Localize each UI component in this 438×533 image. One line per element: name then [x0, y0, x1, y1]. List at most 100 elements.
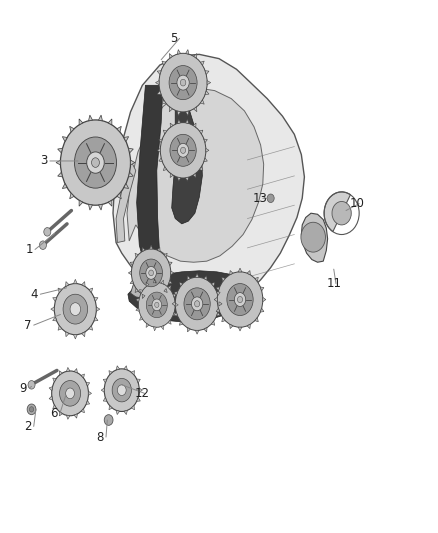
- Polygon shape: [201, 100, 204, 104]
- Polygon shape: [164, 288, 167, 293]
- Circle shape: [140, 259, 162, 287]
- Polygon shape: [157, 148, 160, 152]
- Polygon shape: [157, 91, 161, 94]
- Circle shape: [60, 381, 81, 406]
- Polygon shape: [161, 280, 164, 284]
- Polygon shape: [124, 410, 127, 415]
- Polygon shape: [162, 61, 166, 66]
- Polygon shape: [180, 282, 183, 287]
- Polygon shape: [99, 204, 102, 210]
- Polygon shape: [238, 327, 242, 331]
- Polygon shape: [171, 271, 174, 275]
- Polygon shape: [149, 297, 153, 301]
- Polygon shape: [103, 398, 107, 401]
- Polygon shape: [139, 289, 143, 293]
- Polygon shape: [169, 262, 172, 265]
- Text: 11: 11: [326, 277, 341, 290]
- Polygon shape: [206, 148, 209, 152]
- Circle shape: [267, 194, 274, 203]
- Polygon shape: [194, 107, 197, 112]
- Text: 6: 6: [50, 407, 58, 419]
- Text: 7: 7: [24, 319, 32, 332]
- Text: 13: 13: [253, 192, 268, 205]
- Polygon shape: [168, 320, 171, 324]
- Polygon shape: [137, 85, 163, 266]
- Polygon shape: [211, 321, 215, 325]
- Polygon shape: [195, 273, 199, 277]
- Text: 2: 2: [24, 420, 32, 433]
- Polygon shape: [117, 193, 121, 199]
- Polygon shape: [116, 160, 136, 243]
- Polygon shape: [88, 204, 92, 210]
- Circle shape: [104, 369, 139, 411]
- Polygon shape: [139, 388, 142, 392]
- Polygon shape: [216, 287, 220, 291]
- Polygon shape: [128, 172, 133, 177]
- Circle shape: [39, 241, 46, 249]
- Text: 1: 1: [25, 243, 33, 256]
- Polygon shape: [187, 328, 191, 332]
- Polygon shape: [53, 405, 56, 409]
- Polygon shape: [157, 71, 161, 75]
- Polygon shape: [56, 160, 60, 165]
- Polygon shape: [124, 366, 127, 370]
- Polygon shape: [205, 71, 209, 75]
- Polygon shape: [146, 282, 149, 287]
- Polygon shape: [113, 54, 304, 310]
- Circle shape: [175, 277, 219, 330]
- Polygon shape: [137, 379, 140, 383]
- Polygon shape: [58, 288, 62, 293]
- Polygon shape: [175, 303, 178, 307]
- Polygon shape: [128, 271, 131, 275]
- Circle shape: [227, 284, 253, 316]
- Polygon shape: [204, 276, 207, 280]
- Polygon shape: [222, 277, 225, 281]
- Polygon shape: [99, 115, 102, 121]
- Polygon shape: [131, 160, 135, 165]
- Circle shape: [191, 297, 203, 311]
- Polygon shape: [127, 88, 264, 262]
- Polygon shape: [79, 200, 83, 206]
- Polygon shape: [49, 396, 53, 400]
- Circle shape: [87, 152, 104, 173]
- Circle shape: [146, 292, 167, 318]
- Circle shape: [159, 53, 207, 112]
- Polygon shape: [51, 307, 54, 311]
- Polygon shape: [53, 297, 57, 302]
- Polygon shape: [170, 173, 173, 177]
- Polygon shape: [222, 318, 225, 322]
- Circle shape: [180, 147, 186, 154]
- Polygon shape: [169, 53, 173, 58]
- Polygon shape: [116, 366, 120, 370]
- Polygon shape: [81, 332, 85, 337]
- Circle shape: [60, 120, 131, 205]
- Circle shape: [92, 158, 99, 167]
- Polygon shape: [67, 415, 70, 419]
- Polygon shape: [89, 326, 93, 330]
- Polygon shape: [49, 386, 53, 391]
- Polygon shape: [193, 173, 196, 177]
- Polygon shape: [130, 262, 134, 265]
- Polygon shape: [108, 200, 112, 206]
- Polygon shape: [185, 119, 189, 124]
- Polygon shape: [59, 411, 63, 416]
- Polygon shape: [128, 148, 133, 153]
- Text: 9: 9: [20, 382, 27, 394]
- Polygon shape: [74, 279, 77, 284]
- Polygon shape: [94, 297, 98, 302]
- Polygon shape: [238, 268, 242, 272]
- Polygon shape: [174, 292, 177, 296]
- Circle shape: [104, 415, 113, 425]
- Circle shape: [54, 284, 96, 335]
- Polygon shape: [177, 50, 180, 54]
- Polygon shape: [177, 119, 181, 124]
- Circle shape: [170, 134, 196, 166]
- Polygon shape: [70, 193, 74, 199]
- Polygon shape: [88, 115, 92, 121]
- Polygon shape: [142, 247, 145, 252]
- Polygon shape: [255, 277, 258, 281]
- Polygon shape: [174, 312, 177, 316]
- Polygon shape: [161, 326, 164, 330]
- Polygon shape: [157, 294, 160, 298]
- Polygon shape: [162, 100, 166, 104]
